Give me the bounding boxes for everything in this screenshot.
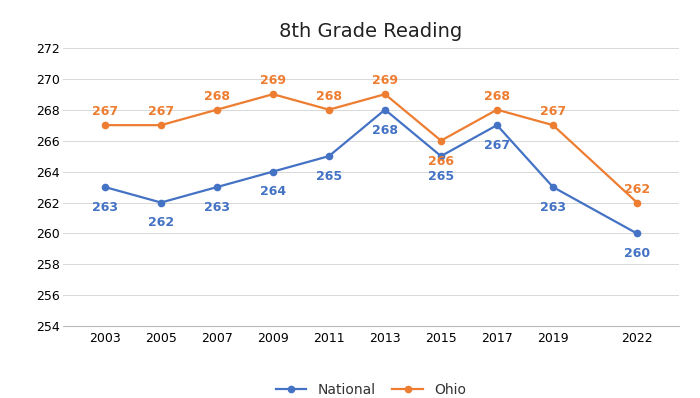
- Text: 265: 265: [316, 170, 342, 183]
- Text: 267: 267: [148, 105, 174, 118]
- Ohio: [213, 107, 221, 112]
- Text: 262: 262: [148, 217, 174, 229]
- Text: 268: 268: [484, 90, 510, 103]
- Line: National: National: [102, 107, 640, 237]
- Text: 268: 268: [372, 123, 398, 137]
- Text: 267: 267: [92, 105, 118, 118]
- National: [101, 185, 109, 189]
- Text: 269: 269: [372, 74, 398, 87]
- Ohio: [493, 107, 501, 112]
- Text: 267: 267: [484, 139, 510, 152]
- Text: 268: 268: [316, 90, 342, 103]
- Ohio: [157, 123, 165, 127]
- National: [325, 154, 333, 158]
- Text: 263: 263: [540, 201, 566, 214]
- Text: 267: 267: [540, 105, 566, 118]
- Ohio: [437, 138, 445, 143]
- National: [437, 154, 445, 158]
- Text: 263: 263: [92, 201, 118, 214]
- Text: 262: 262: [624, 183, 650, 195]
- Ohio: [549, 123, 557, 127]
- Text: 260: 260: [624, 248, 650, 260]
- Legend: National, Ohio: National, Ohio: [270, 378, 472, 398]
- National: [269, 169, 277, 174]
- Ohio: [381, 92, 389, 97]
- Text: 266: 266: [428, 154, 454, 168]
- National: [633, 231, 641, 236]
- Text: 269: 269: [260, 74, 286, 87]
- National: [213, 185, 221, 189]
- National: [381, 107, 389, 112]
- Text: 264: 264: [260, 185, 286, 199]
- National: [493, 123, 501, 127]
- Text: 265: 265: [428, 170, 454, 183]
- National: [157, 200, 165, 205]
- Text: 268: 268: [204, 90, 230, 103]
- Line: Ohio: Ohio: [102, 91, 640, 206]
- Ohio: [633, 200, 641, 205]
- Title: 8th Grade Reading: 8th Grade Reading: [279, 21, 463, 41]
- Text: 263: 263: [204, 201, 230, 214]
- Ohio: [269, 92, 277, 97]
- Ohio: [101, 123, 109, 127]
- National: [549, 185, 557, 189]
- Ohio: [325, 107, 333, 112]
